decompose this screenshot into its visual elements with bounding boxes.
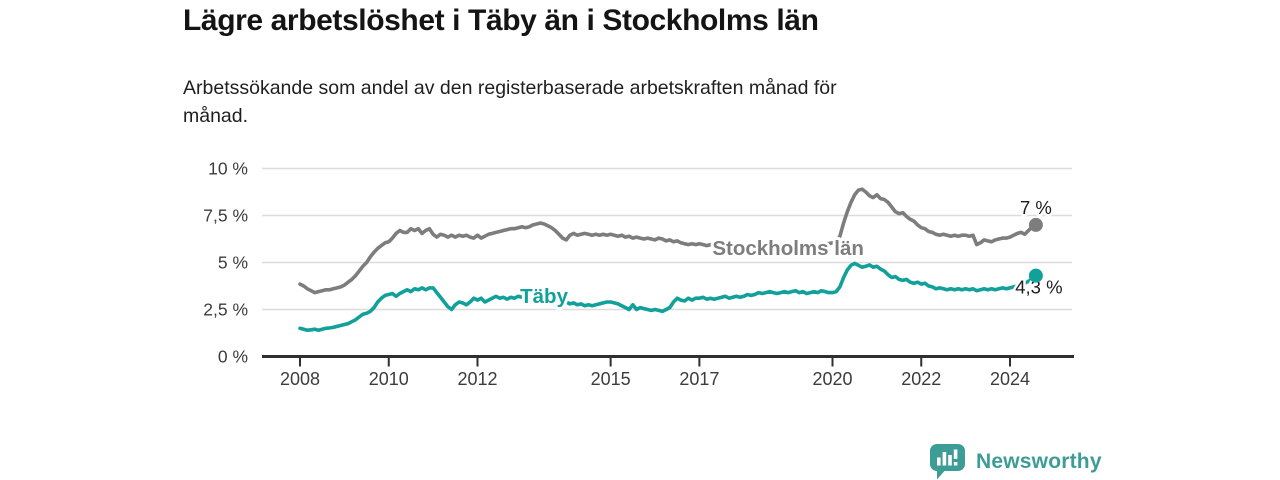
y-tick-label: 7,5 % bbox=[203, 206, 248, 226]
x-tick-label: 2010 bbox=[369, 369, 409, 389]
series-label-stockholms-län: Stockholms län bbox=[712, 237, 864, 260]
x-tick-label: 2015 bbox=[591, 369, 631, 389]
chart-title: Lägre arbetslöshet i Täby än i Stockholm… bbox=[183, 4, 819, 37]
x-tick-label: 2020 bbox=[812, 369, 852, 389]
y-tick-label: 10 % bbox=[208, 159, 248, 179]
x-tick-label: 2008 bbox=[280, 369, 320, 389]
series-end-value-täby: 4,3 % bbox=[1015, 277, 1062, 298]
y-tick-label: 0 % bbox=[218, 347, 248, 367]
series-label-täby: Täby bbox=[520, 285, 568, 308]
y-tick-label: 2,5 % bbox=[203, 300, 248, 320]
newsworthy-logo-icon bbox=[930, 444, 965, 480]
x-tick-label: 2022 bbox=[901, 369, 941, 389]
series-end-dot-stockholms-län bbox=[1028, 217, 1043, 232]
y-tick-label: 5 % bbox=[218, 253, 248, 273]
x-tick-label: 2012 bbox=[457, 369, 497, 389]
series-end-dot-täby bbox=[1028, 268, 1043, 283]
x-tick-label: 2024 bbox=[990, 369, 1030, 389]
chart-subtitle: Arbetssökande som andel av den registerb… bbox=[183, 77, 837, 128]
newsworthy-logo: Newsworthy bbox=[929, 443, 1102, 480]
series-line-stockholms-län bbox=[298, 187, 1038, 295]
x-tick-label: 2017 bbox=[679, 369, 719, 389]
series-end-value-stockholms-län: 7 % bbox=[1020, 197, 1052, 218]
series-line-täby bbox=[298, 261, 1038, 333]
newsworthy-logo-text: Newsworthy bbox=[976, 450, 1102, 473]
